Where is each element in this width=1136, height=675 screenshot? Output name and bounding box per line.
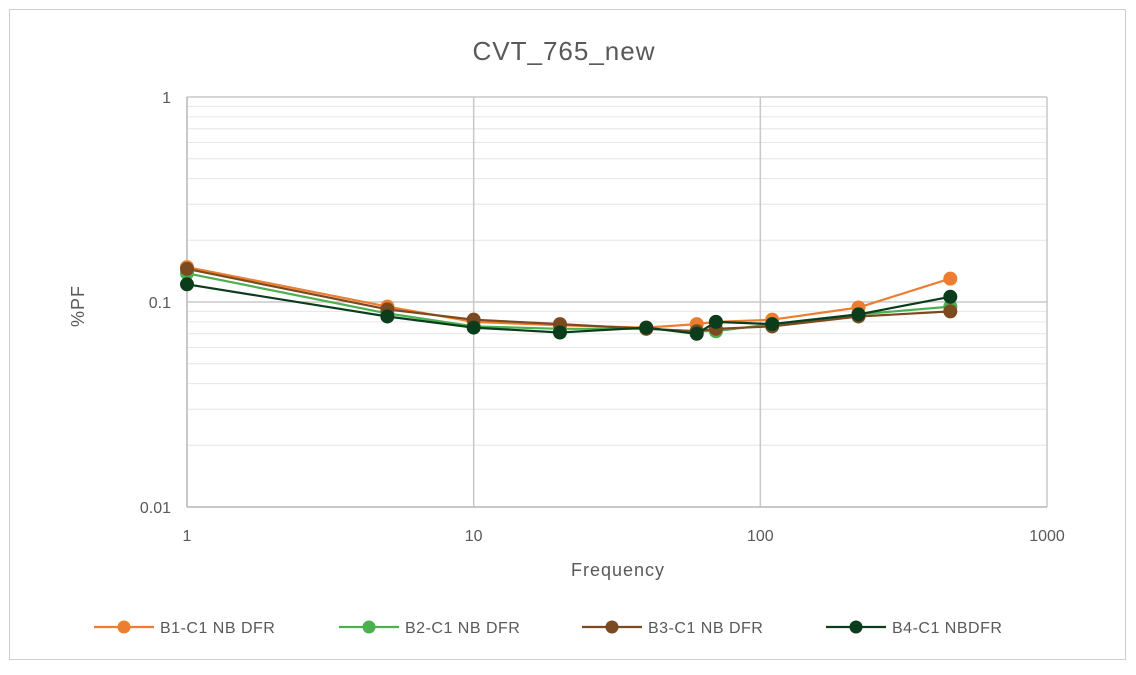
x-tick-label: 1000: [1029, 528, 1065, 545]
y-tick-label: 0.01: [140, 500, 171, 517]
data-point: [943, 271, 958, 286]
legend-marker: [849, 620, 863, 634]
data-point: [552, 325, 567, 340]
x-tick-label: 10: [465, 528, 483, 545]
data-point: [708, 314, 723, 329]
legend-label: B1-C1 NB DFR: [160, 620, 275, 637]
data-point: [180, 277, 194, 292]
series-layer: [180, 260, 958, 341]
legend-label: B3-C1 NB DFR: [648, 620, 763, 637]
legend-item: B3-C1 NB DFR: [582, 620, 763, 637]
x-tick-label: 1: [183, 528, 192, 545]
legend-item: B2-C1 NB DFR: [339, 620, 520, 637]
legend-marker: [117, 620, 131, 634]
legend-marker: [605, 620, 619, 634]
data-point: [180, 261, 194, 276]
chart-frame: [9, 9, 1126, 660]
data-point: [765, 317, 780, 332]
legend-marker: [362, 620, 376, 634]
x-tick-label: 100: [747, 528, 774, 545]
legend: B1-C1 NB DFR B2-C1 NB DFR B3-C1 NB DFR B4-C…: [94, 620, 1002, 637]
y-axis-label: %PF: [68, 285, 88, 327]
series-line: [186, 283, 951, 335]
legend-item: B4-C1 NBDFR: [826, 620, 1002, 637]
x-axis-label: Frequency: [571, 560, 665, 580]
legend-item: B1-C1 NB DFR: [94, 620, 275, 637]
legend-label: B4-C1 NBDFR: [892, 620, 1002, 637]
data-point: [851, 307, 866, 322]
y-tick-label: 0.1: [149, 295, 171, 312]
data-point: [943, 304, 958, 319]
chart-title: CVT_765_new: [473, 36, 656, 66]
y-tick-label: 1: [162, 90, 171, 107]
series-4: [180, 277, 958, 341]
grid: [186, 96, 1048, 508]
data-point: [380, 309, 395, 324]
data-point: [639, 320, 654, 335]
data-point: [943, 289, 958, 304]
series-1: [180, 260, 958, 335]
axes: 0.01 0.1 1 1 10 100 1000: [140, 90, 1065, 545]
data-point: [466, 320, 481, 335]
data-point: [689, 326, 704, 341]
legend-label: B2-C1 NB DFR: [405, 620, 520, 637]
